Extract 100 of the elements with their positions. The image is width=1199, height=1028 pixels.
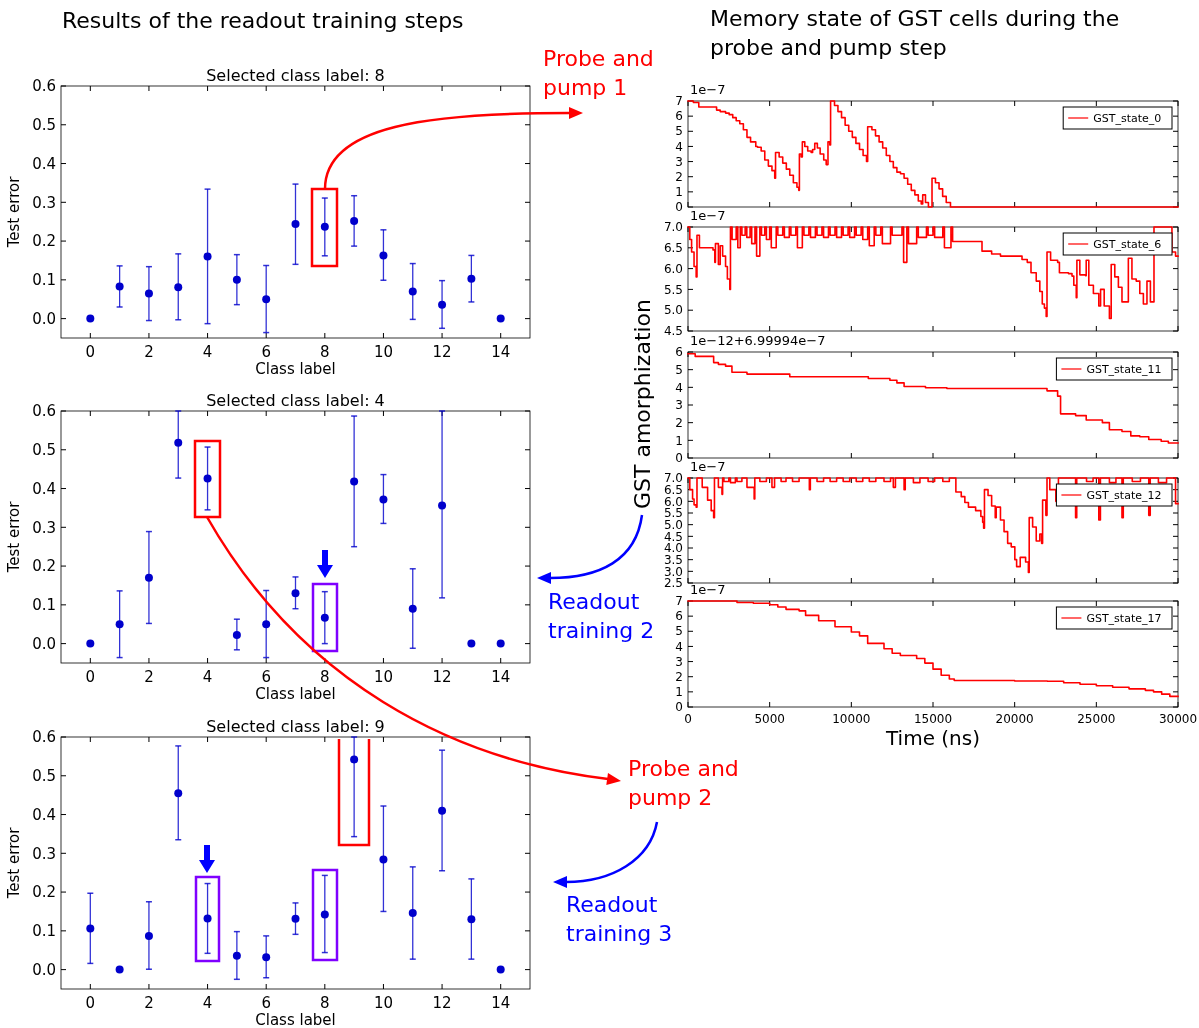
y-tick-label: 0.1	[32, 271, 56, 290]
y-tick-label: 0	[675, 700, 683, 715]
y-tick-label: 1	[675, 433, 683, 448]
y-tick-label: 6.0	[663, 494, 683, 509]
point	[115, 282, 124, 291]
x-tick-label: 0	[85, 994, 96, 1012]
text: 1e−7	[690, 208, 726, 223]
y-tick-label: 4.5	[663, 529, 683, 544]
x-tick-label: 10	[373, 343, 393, 361]
x-tick-label: 10	[373, 668, 393, 686]
y-tick-label: 0.2	[32, 557, 56, 576]
point	[438, 806, 447, 815]
point	[232, 631, 241, 640]
text: 1e−7	[690, 459, 726, 474]
y-axis-title: Test error	[5, 500, 23, 574]
point	[174, 283, 183, 292]
y-tick-label: 0.6	[32, 77, 56, 96]
point	[350, 477, 359, 486]
point	[496, 639, 505, 648]
annotation: 1e−7	[690, 582, 726, 597]
y-tick-label: 2	[675, 415, 683, 430]
x-axis-title: Class label	[255, 1011, 336, 1028]
point	[350, 216, 359, 225]
text: Readout training 3	[566, 892, 673, 946]
point	[291, 589, 300, 598]
chart-title: Selected class label: 9	[206, 717, 385, 736]
point	[408, 287, 417, 296]
point	[379, 251, 388, 260]
x-axis-title: Class label	[255, 360, 336, 378]
point	[144, 289, 153, 298]
x-tick-label: 6	[261, 343, 271, 361]
y-tick-label: 1	[675, 185, 683, 200]
y-tick-label: 1	[675, 685, 683, 700]
point	[232, 275, 241, 284]
point	[203, 914, 212, 923]
y-tick-label: 0.3	[32, 518, 56, 537]
y-tick-label: 6.5	[663, 241, 683, 255]
text: Memory state of GST cells during the probe and pump step	[710, 6, 1120, 60]
x-tick-label: 6	[261, 668, 271, 686]
y-tick-label: 0.4	[32, 154, 56, 173]
point	[408, 604, 417, 613]
x-tick-label: 2	[144, 668, 154, 686]
point	[115, 620, 124, 629]
point	[350, 755, 359, 764]
point	[144, 931, 153, 940]
y-tick-label: 6	[675, 109, 683, 124]
y-tick-label: 3	[675, 154, 683, 169]
legend-label: GST_state_12	[1086, 488, 1162, 502]
x-tick-label: 20000	[995, 712, 1034, 726]
text: Results of the readout training steps	[62, 8, 464, 33]
point	[320, 910, 329, 919]
y-tick-label: 3	[675, 398, 683, 413]
x-tick-label: 4	[202, 994, 213, 1012]
x-tick-label: 4	[202, 668, 213, 686]
y-tick-label: 0.0	[32, 309, 56, 328]
y-tick-label: 0.6	[32, 402, 56, 421]
y-tick-label: 4	[675, 380, 683, 395]
x-tick-label: 25000	[1077, 712, 1116, 726]
x-tick-label: 10000	[832, 712, 871, 726]
x-tick-label: 15000	[913, 712, 953, 726]
y-tick-label: 7.0	[663, 220, 683, 235]
y-tick-label: 0.3	[32, 193, 56, 212]
x-tick-label: 30000	[1158, 712, 1198, 726]
x-tick-label: 0	[85, 343, 96, 361]
point	[174, 789, 183, 798]
y-tick-label: 0	[675, 200, 683, 215]
y-tick-label: 0.2	[32, 883, 56, 902]
x-tick-label: 2	[144, 343, 154, 361]
y-tick-label: 0.2	[32, 232, 56, 251]
point	[467, 639, 476, 648]
point	[379, 495, 388, 504]
point	[262, 953, 271, 962]
chart-title: Selected class label: 4	[206, 391, 385, 410]
point	[86, 924, 95, 933]
point	[232, 951, 241, 960]
x-tick-label: 12	[432, 994, 452, 1012]
x-tick-label: 10	[373, 994, 393, 1012]
point	[467, 274, 476, 283]
y-tick-label: 5.0	[663, 303, 683, 318]
point	[496, 314, 505, 323]
y-tick-label: 6.0	[663, 261, 683, 276]
y-tick-label: 0.5	[32, 767, 56, 786]
y-axis-title: Test error	[5, 175, 23, 249]
y-tick-label: 6	[675, 609, 683, 624]
point	[438, 300, 447, 309]
y-tick-label: 3.0	[663, 564, 683, 579]
text: Probe and pump 2	[628, 756, 739, 810]
text: Readout training 2	[548, 589, 655, 643]
legend-label: GST_state_11	[1086, 362, 1162, 376]
x-tick-label: 8	[320, 343, 330, 361]
y-tick-label: 5	[675, 624, 683, 639]
point	[291, 220, 300, 229]
x-tick-label: 0	[684, 712, 692, 726]
point	[262, 620, 271, 629]
y-tick-label: 4.5	[663, 324, 683, 339]
point	[86, 639, 95, 648]
legend-label: GST_state_17	[1086, 611, 1162, 625]
point	[408, 909, 417, 918]
x-tick-label: 14	[491, 994, 511, 1012]
y-tick-label: 7	[675, 94, 683, 109]
